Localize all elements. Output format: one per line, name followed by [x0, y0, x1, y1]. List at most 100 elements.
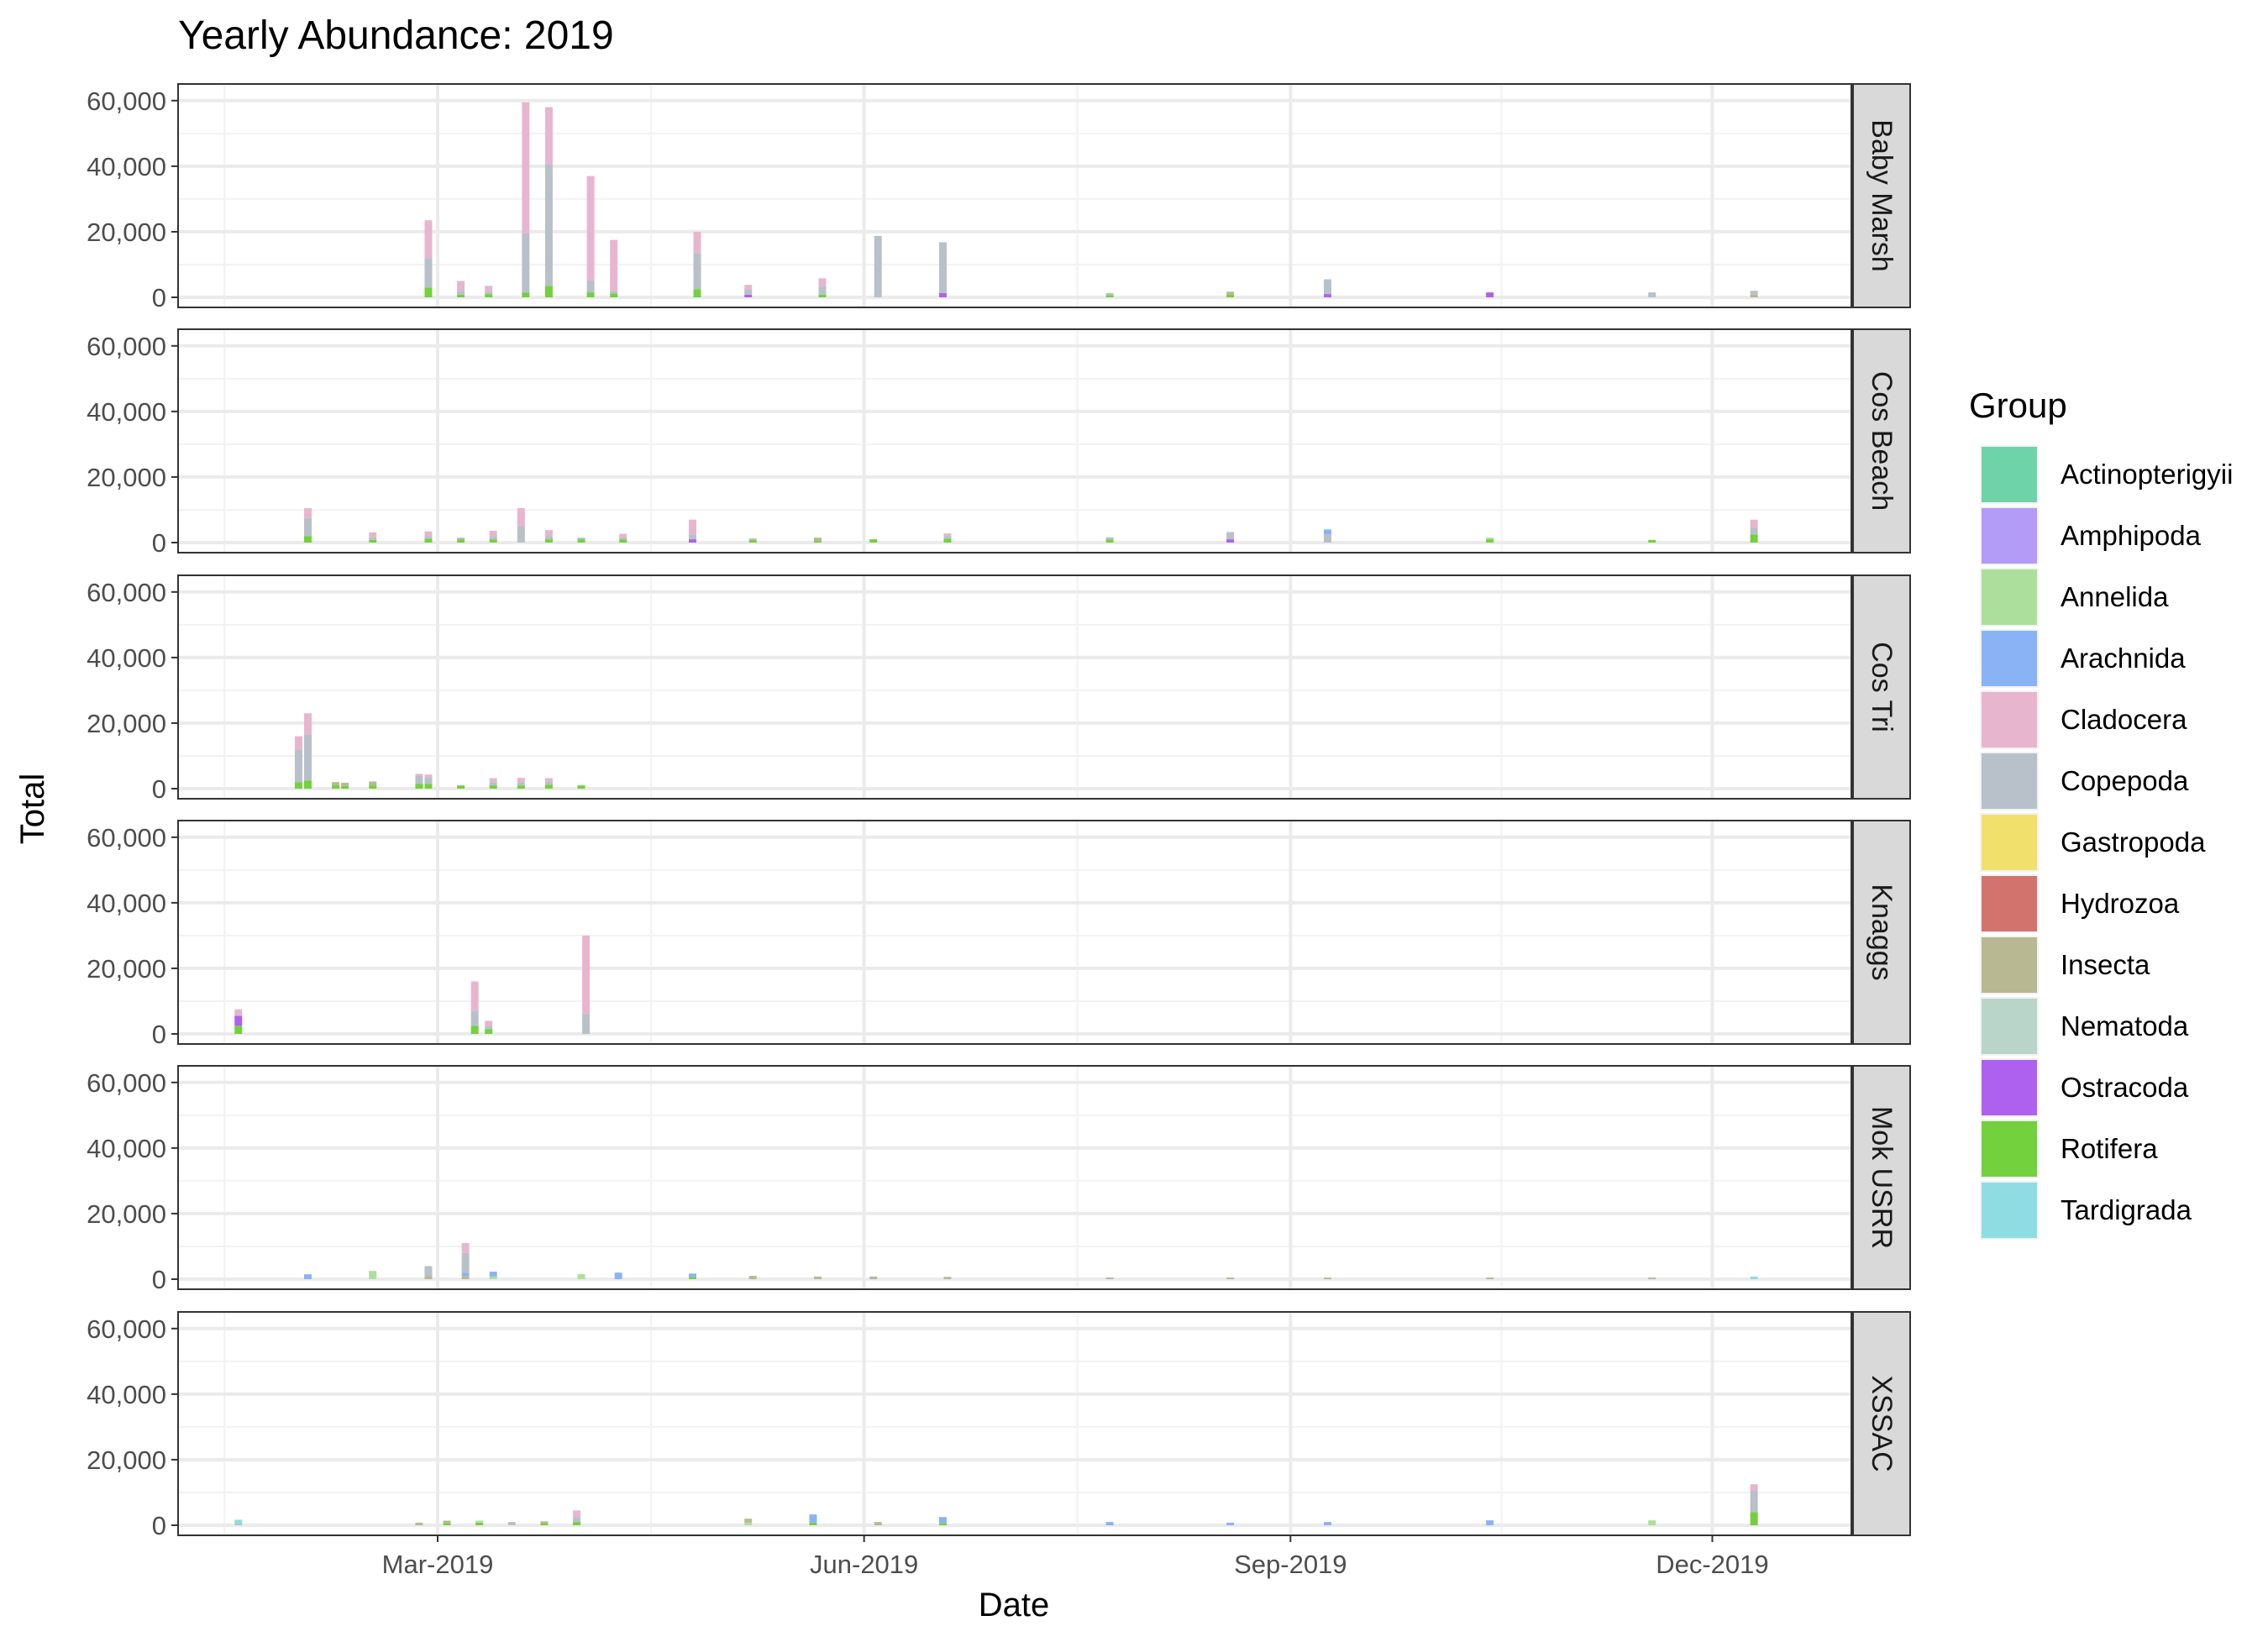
bar-segment — [1226, 1522, 1235, 1525]
bar-segment — [369, 781, 377, 786]
grid — [178, 329, 1851, 553]
y-tick-label: 40,000 — [87, 152, 166, 181]
bar-segment — [461, 1276, 470, 1279]
panel-background — [178, 84, 1851, 307]
bar-segment — [341, 782, 349, 786]
bar-segment — [610, 293, 618, 297]
bar-segment — [522, 233, 530, 293]
bar-segment — [577, 785, 585, 789]
bar-segment — [573, 1522, 581, 1525]
bar-segment — [544, 530, 553, 537]
panel-border — [177, 83, 1852, 308]
bar-segment — [1105, 295, 1114, 297]
legend-swatch — [1982, 1121, 2037, 1177]
bars — [424, 102, 1758, 297]
bar-segment — [619, 538, 627, 540]
bar-segment — [748, 538, 757, 540]
bar-segment — [938, 242, 947, 293]
bar-segment — [544, 286, 553, 297]
y-tick-label: 0 — [152, 1511, 166, 1540]
bar-segment — [415, 1522, 423, 1525]
facet-strip-label: Mok USRR — [1866, 1106, 1898, 1249]
bar-segment — [610, 291, 618, 294]
bar-segment — [341, 785, 349, 789]
y-tick-label: 0 — [152, 528, 166, 558]
bar-segment — [485, 291, 493, 295]
bar-segment — [489, 530, 497, 537]
bar-segment — [424, 784, 433, 789]
bar-segment — [1750, 1276, 1758, 1279]
bar-segment — [1486, 1520, 1494, 1525]
legend-title: Group — [1969, 386, 2067, 425]
y-tick-label: 40,000 — [87, 1134, 166, 1163]
bar-segment — [489, 778, 497, 783]
bar-segment — [688, 1277, 696, 1279]
bar-segment — [415, 775, 423, 784]
bar-segment — [938, 1517, 947, 1524]
y-tick-label: 40,000 — [87, 889, 166, 918]
legend-swatch — [1982, 753, 2037, 809]
legend-swatch — [1982, 447, 2037, 502]
bar-segment — [461, 1272, 470, 1277]
bar-segment — [1648, 1277, 1656, 1279]
bar-segment — [443, 1523, 451, 1525]
bar-segment — [582, 935, 591, 1015]
bar-segment — [461, 1243, 470, 1253]
bar-segment — [869, 1276, 878, 1279]
bar-segment — [1323, 529, 1331, 535]
bar-segment — [369, 785, 377, 789]
bar-segment — [1750, 1512, 1758, 1525]
bar-segment — [489, 1276, 497, 1279]
bar-segment — [1486, 539, 1494, 543]
bar-segment — [507, 1522, 516, 1525]
facet-panel: 0 20,000 40,000 60,000 Cos Beach — [87, 328, 1911, 558]
bar-segment — [874, 1522, 882, 1525]
bar-segment — [485, 1029, 493, 1034]
bar-segment — [582, 1014, 591, 1034]
bar-segment — [586, 292, 595, 297]
bar-segment — [544, 539, 553, 543]
legend: Group Actinopterigyii Amphipoda Annelida Ar… — [1969, 386, 2233, 1240]
bar-segment — [489, 785, 497, 789]
bar-segment — [415, 774, 423, 776]
bar-segment — [744, 1522, 753, 1525]
legend-label: Actinopterigyii — [2061, 459, 2233, 490]
legend-label: Rotifera — [2061, 1133, 2158, 1164]
facet-strip-label: Cos Tri — [1866, 642, 1898, 732]
legend-label: Amphipoda — [2061, 520, 2202, 551]
grid — [178, 1066, 1851, 1289]
y-tick-label: 0 — [152, 774, 166, 804]
bar-segment — [693, 231, 701, 254]
legend-label: Annelida — [2061, 581, 2169, 612]
facet-panel: 0 20,000 40,000 60,000 Baby Marsh — [87, 83, 1911, 312]
bar-segment — [457, 538, 465, 540]
bar-segment — [424, 531, 433, 537]
bar-segment — [869, 539, 878, 543]
bar-segment — [457, 291, 465, 295]
bar-segment — [294, 782, 302, 789]
bar-segment — [619, 539, 627, 543]
bar-segment — [943, 536, 952, 539]
y-axis-label: Total — [14, 774, 51, 845]
bar-segment — [693, 253, 701, 290]
bar-segment — [744, 294, 753, 297]
bar-segment — [540, 1521, 549, 1524]
bar-segment — [304, 713, 312, 735]
bar-segment — [424, 536, 433, 539]
bar-segment — [748, 1276, 757, 1279]
bar-segment — [544, 164, 553, 286]
y-tick-label: 0 — [152, 283, 166, 312]
bar-segment — [489, 1272, 497, 1277]
bar-segment — [1486, 292, 1494, 297]
bar-segment — [369, 539, 377, 543]
bar-segment — [517, 782, 525, 786]
bar-segment — [457, 294, 465, 297]
y-tick-label: 40,000 — [87, 397, 166, 427]
bar-segment — [517, 508, 525, 527]
y-tick-label: 20,000 — [87, 709, 166, 738]
bar-segment — [457, 539, 465, 543]
bar-segment — [688, 534, 696, 540]
bar-segment — [586, 176, 595, 281]
bar-segment — [809, 1522, 817, 1525]
facet-strip — [1852, 574, 1911, 800]
